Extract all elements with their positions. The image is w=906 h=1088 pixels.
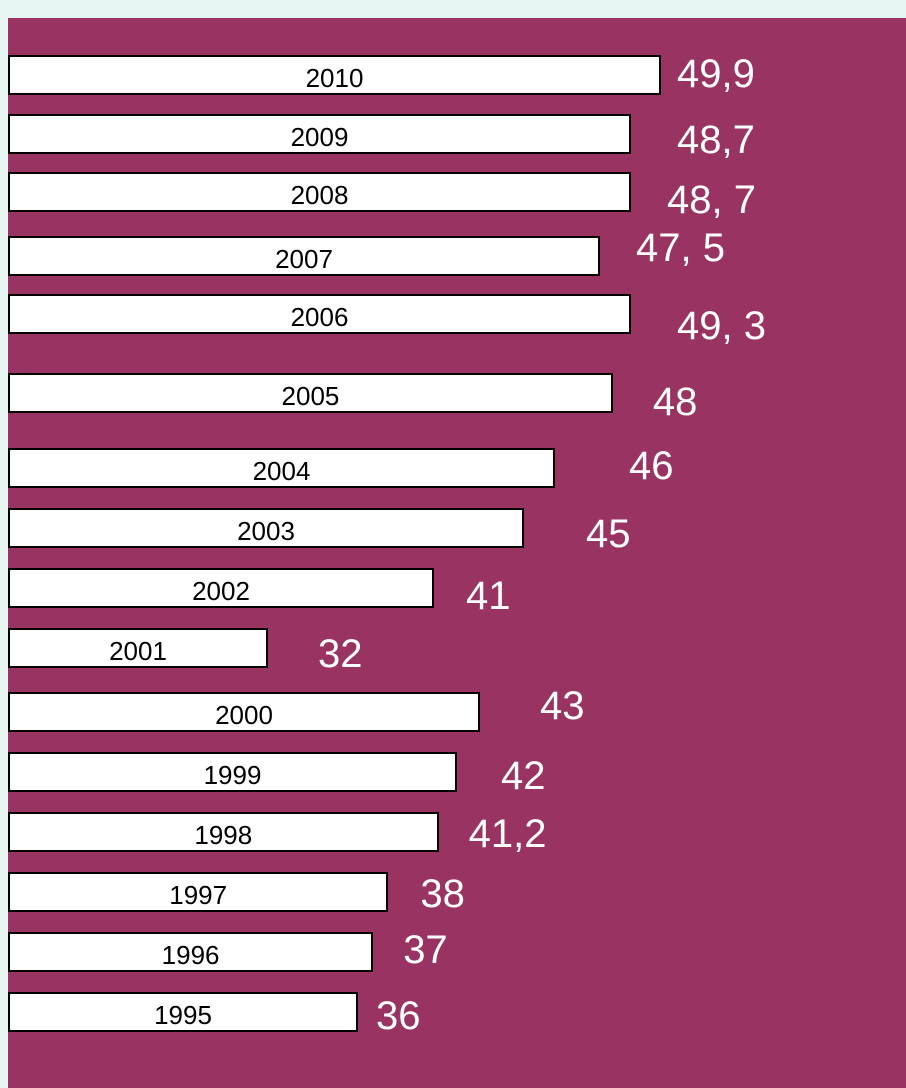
category-label: 2010 [305,63,364,93]
value-label: 48, 7 [667,178,756,222]
bar-1996: 1996 [8,932,374,972]
bar-2000: 2000 [8,692,480,732]
category-label: 2004 [252,456,311,486]
category-label: 1998 [194,820,253,850]
value-label: 45 [586,512,631,556]
bar-2006: 2006 [8,294,631,334]
value-label: 49,9 [677,52,755,96]
bar-1997: 1997 [8,872,389,912]
category-label: 2005 [281,381,340,411]
category-label: 2007 [275,244,333,274]
bar-1998: 1998 [8,812,439,852]
category-label: 2009 [290,122,349,152]
bar-2005: 2005 [8,373,613,413]
value-label: 32 [318,632,363,676]
value-label: 41 [466,574,511,618]
value-label: 47, 5 [636,226,725,270]
bar-2009: 2009 [8,114,631,154]
value-label: 43 [540,684,585,728]
bar-2008: 2008 [8,172,631,212]
bar-2004: 2004 [8,448,555,488]
value-label: 49, 3 [677,304,766,348]
category-label: 2002 [192,576,250,606]
bar-1999: 1999 [8,752,457,792]
category-label: 2003 [237,516,295,546]
value-label: 36 [376,994,421,1038]
category-label: 2006 [290,302,349,332]
category-label: 2001 [109,636,167,666]
category-label: 1996 [161,940,220,970]
bar-1995: 1995 [8,992,358,1032]
value-label: 48 [652,380,698,424]
bar-2002: 2002 [8,568,434,608]
category-label: 2000 [215,700,273,730]
value-label: 46 [629,444,674,488]
category-label: 2008 [290,180,349,210]
bar-2010: 2010 [8,55,661,95]
value-label: 37 [403,928,448,972]
value-label: 42 [501,754,546,798]
category-label: 1999 [203,760,262,790]
bar-2003: 2003 [8,508,524,548]
category-label: 1995 [154,1000,212,1030]
bar-2001: 2001 [8,628,268,668]
value-label: 48,7 [677,118,755,162]
value-label: 41,2 [468,812,547,856]
value-label: 38 [420,872,465,916]
category-label: 1997 [169,880,228,910]
bar-2007: 2007 [8,236,600,276]
